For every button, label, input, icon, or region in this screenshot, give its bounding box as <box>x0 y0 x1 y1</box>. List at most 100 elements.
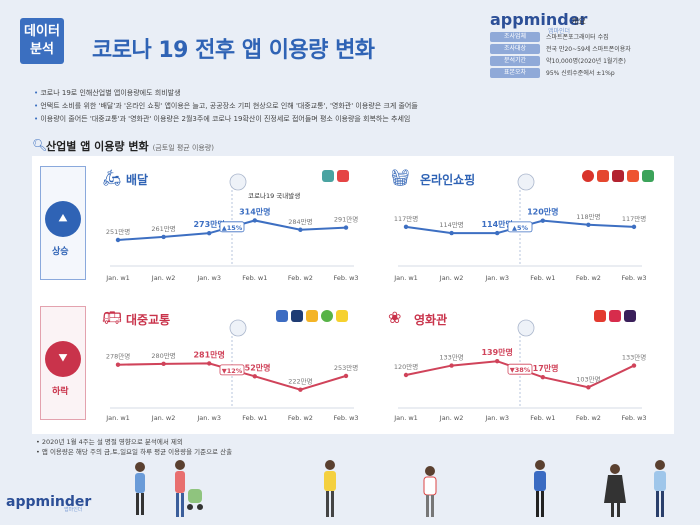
data-point <box>449 363 454 368</box>
x-tick-label: Jan. w3 <box>484 414 509 422</box>
app-icon <box>276 310 288 322</box>
chart-title-delivery: 배달 <box>126 173 149 187</box>
data-label: 120만명 <box>394 362 418 371</box>
data-label: 251만명 <box>106 227 130 236</box>
data-point <box>207 361 212 366</box>
annotation-text: 코로나19 국내발생 <box>248 191 300 200</box>
delivery-app-icons <box>322 170 349 182</box>
meta-row: 표본오차 95% 신뢰수준에서 ±1%p <box>490 67 684 78</box>
page-title: 코로나 19 전후 앱 이용량 변화 <box>92 38 375 63</box>
x-tick-label: Feb. w2 <box>576 274 601 282</box>
x-tick-label: Jan. w1 <box>105 414 130 422</box>
data-label: 133만명 <box>439 353 463 362</box>
x-tick-label: Jan. w2 <box>151 274 176 282</box>
person-figure <box>135 462 145 515</box>
app-icon <box>337 170 349 182</box>
x-tick-label: Jan. w1 <box>393 274 418 282</box>
cinema-app-icons <box>594 310 636 322</box>
app-icon <box>322 170 334 182</box>
bullet-item: 코로나 19로 인해산업별 앱이용량에도 희비발생 <box>34 87 674 100</box>
meta-row: 분석기간 약10,000명(2020년 1월기준) <box>490 55 684 66</box>
chart-title-online-shopping: 온라인쇼핑 <box>420 173 476 187</box>
people-illustration <box>135 460 666 517</box>
meta-key: 분석기간 <box>490 55 540 66</box>
meta-value: 95% 신뢰수준에서 ±1%p <box>546 70 615 77</box>
data-point <box>115 362 121 367</box>
bullet-item: 이용량이 줄어든 '대중교통'과 '영화관' 이용량은 2월3주에 코로나 19… <box>34 113 674 126</box>
section-title-text: 산업별 앱 이용량 변화 <box>46 140 149 153</box>
app-icon <box>336 310 348 322</box>
data-label: 273만명 <box>193 219 224 229</box>
data-point <box>161 361 166 367</box>
data-label: 114만명 <box>439 220 463 229</box>
person-figure <box>534 460 546 517</box>
data-label: 278만명 <box>106 352 130 361</box>
rising-group: ⯅ 상승 <box>40 166 86 280</box>
change-badge <box>507 363 533 375</box>
meta-row: 조사업체 스마트폰포그래이터 수집 <box>490 31 684 42</box>
shopping-app-icons <box>582 170 654 182</box>
data-label: 252만명 <box>239 362 270 372</box>
meta-value: 약10,000명(2020년 1월기준) <box>546 58 626 65</box>
data-point <box>449 230 454 236</box>
x-tick-label: Jan. w1 <box>393 414 418 422</box>
meta-key: 조사업체 <box>490 31 540 42</box>
x-tick-label: Feb. w3 <box>621 274 646 282</box>
app-icon <box>582 170 594 182</box>
tag-line-2: 분석 <box>30 42 54 57</box>
data-point <box>631 363 637 368</box>
data-point <box>495 359 500 364</box>
brand-logo-sub: 앱마인더 <box>548 28 571 35</box>
virus-marker-icon <box>229 319 247 337</box>
brand-logo: appminder <box>490 10 588 29</box>
x-tick-label: Feb. w3 <box>621 414 646 422</box>
virus-marker-icon <box>517 319 535 337</box>
data-point <box>495 230 500 236</box>
data-label: 139만명 <box>481 347 512 357</box>
film-reel-icon: ❀ <box>388 308 402 327</box>
data-point <box>586 385 591 390</box>
data-label: 281만명 <box>193 349 224 359</box>
data-label: 284만명 <box>288 217 312 226</box>
app-icon <box>624 310 636 322</box>
data-label: 117만명 <box>622 214 646 223</box>
person-figure <box>175 460 203 517</box>
change-badge-text: ▲5% <box>512 224 529 232</box>
person-figure <box>423 466 437 517</box>
app-icon <box>609 310 621 322</box>
app-icon <box>306 310 318 322</box>
x-tick-label: Feb. w1 <box>530 414 555 422</box>
meta-value: 전국 만20~59세 스마트폰이용자 <box>546 46 631 53</box>
x-tick-label: Feb. w1 <box>530 274 555 282</box>
transit-app-icons <box>276 310 348 322</box>
app-icon <box>597 170 609 182</box>
data-label: 120만명 <box>527 207 558 217</box>
change-badge-text: ▼12% <box>222 367 243 375</box>
data-point <box>540 374 545 380</box>
x-tick-label: Jan. w3 <box>484 274 509 282</box>
data-point <box>343 373 349 379</box>
shopping-basket-icon: 🧺︎ <box>390 168 411 187</box>
x-tick-label: Jan. w3 <box>196 274 221 282</box>
x-tick-label: Feb. w1 <box>242 274 267 282</box>
data-label: 103만명 <box>576 374 600 383</box>
falling-chevron-icon: ⯆ <box>45 341 81 377</box>
data-point <box>298 227 303 232</box>
change-badge <box>219 221 245 233</box>
data-point <box>586 222 591 227</box>
person-figure <box>604 464 626 517</box>
footnotes: • 2020년 1월 4주는 설 명절 영향으로 분석에서 제외 • 앱 이용량… <box>36 437 232 457</box>
data-point <box>403 224 409 230</box>
x-tick-label: Feb. w1 <box>242 414 267 422</box>
section-title: 산업별 앱 이용량 변화 (금토일 평균 이용량) <box>46 138 214 154</box>
data-point <box>540 218 545 223</box>
bus-icon: 🚌︎ <box>102 308 123 327</box>
meta-key: 조사대상 <box>490 43 540 54</box>
scooter-icon: 🛵︎ <box>102 168 123 187</box>
magnifier-icon: 🔍︎ <box>32 138 48 152</box>
tag-line-1: 데이터 <box>24 24 60 39</box>
virus-marker-icon <box>229 173 247 191</box>
change-badge-text: ▲15% <box>222 224 243 232</box>
overview-label: 개요 <box>571 17 586 26</box>
